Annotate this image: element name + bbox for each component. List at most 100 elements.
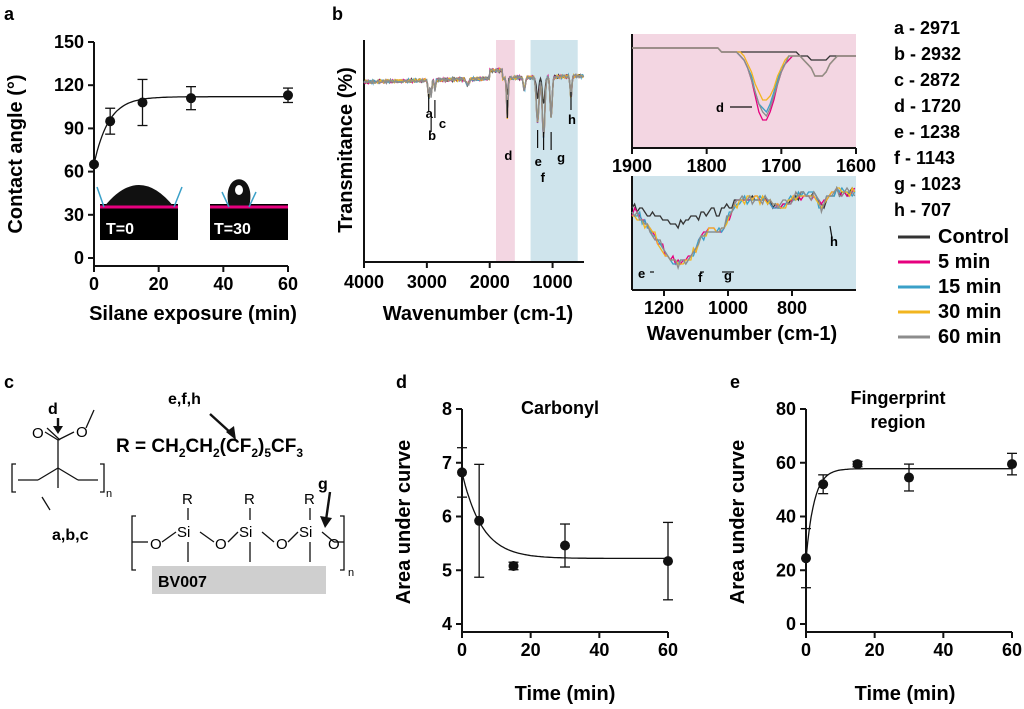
atom-o-1: O [32,425,44,442]
atom-o-s2: O [215,536,227,553]
x-tick-label: 1600 [836,156,876,176]
data-point [560,540,570,551]
y-tick-label: 5 [442,560,452,580]
inset-label-t30: T=30 [214,221,251,238]
x-tick-label: 60 [278,274,298,294]
peak-legend-item: h - 707 [894,200,951,220]
y-tick-label: 80 [776,399,796,419]
y-tick-label: 150 [54,32,84,52]
peak-label-a: a [426,106,434,121]
data-point [89,159,99,170]
peak-legend-item: b - 2932 [894,44,961,64]
data-point [663,556,673,567]
peak-label-h: h [568,112,576,127]
atom-o-2: O [76,424,88,441]
data-point [508,560,519,571]
atom-o-s4: O [328,536,340,553]
inset-background [632,176,856,290]
panel-d-axes: 4 5 6 7 8 0 20 40 60 [442,399,678,660]
acrylate-structure [11,409,105,511]
data-point [852,459,863,470]
peak-label-h: h [830,234,838,249]
data-point [137,97,148,108]
x-tick-label: 40 [213,274,233,294]
panel-d-ylabel: Area under curve [393,440,415,605]
peak-legend-item: e - 1238 [894,122,960,142]
drop-inset-t30: T=30 [210,179,288,240]
panel-d-xlabel: Time (min) [515,683,616,705]
inset-spectrum [632,47,856,118]
spectrum-60-min [363,67,585,137]
panel-e-xlabel: Time (min) [855,683,956,705]
peak-legend-item: c - 2872 [894,70,960,90]
data-point [818,479,829,490]
peak-legend-item: d - 1720 [894,96,961,116]
panel-e-ylabel: Area under curve [727,440,749,605]
y-tick-label: 20 [776,560,796,580]
legend-label: Control [938,226,1009,248]
y-tick-label: 120 [54,75,84,95]
panel-a-axes: 0 30 60 90 120 150 0 20 40 60 [54,32,298,294]
panel-label-e: e [730,372,740,392]
atom-o-s3: O [276,536,288,553]
atom-r-3: R [304,491,315,508]
y-tick-label: 60 [776,453,796,473]
x-tick-label: 1000 [708,298,748,318]
y-tick-label: 60 [64,162,84,182]
x-tick-label: 0 [457,640,467,660]
siloxane-structure [131,508,345,571]
substrate-label: BV007 [158,574,207,591]
drop-inset-t0: T=0 [96,185,183,240]
peak-legend-item: a - 2971 [894,18,960,38]
peak-label-g: g [557,150,565,165]
legend-label: 60 min [938,326,1001,348]
x-tick-label: 60 [1002,640,1022,660]
peak-label-e: e [638,266,645,281]
y-tick-label: 4 [442,614,452,634]
peak-label-c: c [439,116,446,131]
panel-label-d: d [396,372,407,392]
x-tick-label: 40 [589,640,609,660]
panel-a: a Contact angle (°) Silane exposure (min… [4,4,298,325]
data-point [105,116,116,127]
data-point [457,467,467,478]
legend-label: 5 min [938,251,990,273]
panel-d-title: Carbonyl [521,398,599,418]
x-tick-label: 60 [658,640,678,660]
y-tick-label: 0 [74,248,84,268]
panel-label-a: a [4,4,15,24]
subscript-n-1: n [106,488,112,500]
atom-si-1: Si [177,524,190,541]
y-tick-label: 6 [442,507,452,527]
atom-r-1: R [182,491,193,508]
legend-label: 15 min [938,276,1001,298]
panel-b-axes: 4000 3000 2000 1000 abc d efg h [344,40,585,292]
atom-si-2: Si [239,524,252,541]
peak-label-g: g [724,268,732,283]
panel-e: e Area under curve Time (min) Fingerprin… [727,372,1022,705]
panel-b-xlabel: Wavenumber (cm-1) [383,303,573,325]
y-tick-label: 8 [442,399,452,419]
panel-a-ylabel: Contact angle (°) [5,74,27,233]
x-tick-label: 2000 [470,272,510,292]
peak-label-e: e [535,154,542,169]
subscript-n-2: n [348,567,354,579]
y-tick-label: 0 [786,614,796,634]
panel-e-axes: 0 20 40 60 80 0 20 40 60 [776,399,1022,660]
x-tick-label: 4000 [344,272,384,292]
peak-legend-item: g - 1023 [894,174,961,194]
panel-e-title: Fingerprint region [851,388,946,432]
data-point [1007,459,1017,470]
panel-a-xlabel: Silane exposure (min) [89,303,297,325]
peak-label-f: f [698,270,703,285]
peak-label-f: f [541,170,546,185]
shaded-region [530,40,578,262]
data-point [186,93,196,104]
inset-spectrum [631,186,856,271]
x-tick-label: 1900 [612,156,652,176]
y-tick-label: 40 [776,507,796,527]
label-efh: e,f,h [168,391,201,408]
peak-marker [829,225,833,239]
x-tick-label: 1000 [533,272,573,292]
y-tick-label: 30 [64,205,84,225]
